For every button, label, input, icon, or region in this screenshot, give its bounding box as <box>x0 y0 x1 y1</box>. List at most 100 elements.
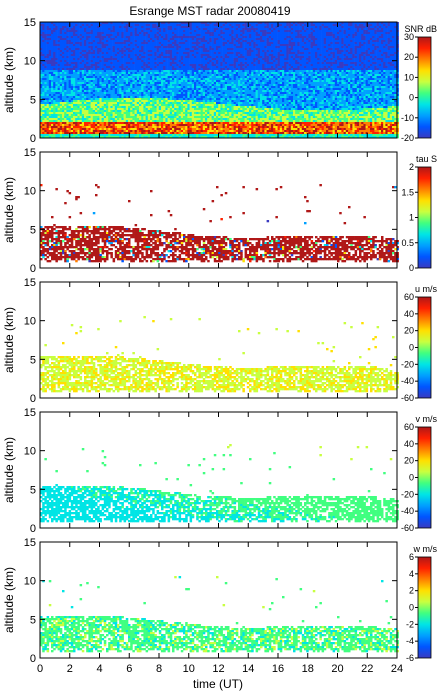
heatmap-cell <box>48 92 52 95</box>
heatmap-cell <box>106 132 109 135</box>
heatmap-cell <box>143 80 146 83</box>
heatmap-cell <box>156 72 160 75</box>
heatmap-cell <box>205 26 208 29</box>
heatmap-cell <box>42 106 45 109</box>
heatmap-cell <box>143 130 146 133</box>
heatmap-cell <box>119 102 122 105</box>
heatmap-cell <box>40 72 43 75</box>
heatmap-cell <box>40 96 43 99</box>
heatmap-cell <box>136 116 140 119</box>
heatmap-cell <box>77 118 80 121</box>
heatmap-cell <box>178 128 182 131</box>
heatmap-cell <box>64 70 67 73</box>
heatmap-cell <box>167 96 171 99</box>
heatmap-cell <box>86 94 89 97</box>
heatmap-cell <box>66 110 69 113</box>
heatmap-cell <box>99 92 102 95</box>
heatmap-cell <box>73 66 76 69</box>
heatmap-cell <box>128 40 131 43</box>
heatmap-cell <box>103 128 107 131</box>
heatmap-cell <box>90 134 94 137</box>
heatmap-cell <box>51 52 54 55</box>
heatmap-cell <box>128 60 131 63</box>
heatmap-cell <box>57 130 61 133</box>
heatmap-cell <box>191 72 195 75</box>
heatmap-cell <box>154 32 157 35</box>
heatmap-cell <box>84 28 87 31</box>
heatmap-cell <box>141 46 144 49</box>
heatmap-cell <box>110 68 113 71</box>
heatmap-cell <box>40 104 43 107</box>
heatmap-cell <box>44 32 47 35</box>
heatmap-cell <box>158 44 162 47</box>
heatmap-cell <box>178 88 182 91</box>
heatmap-cell <box>156 128 160 131</box>
heatmap-cell <box>205 64 208 67</box>
heatmap-cell <box>150 82 153 85</box>
heatmap-cell <box>213 134 217 137</box>
heatmap-cell <box>183 36 186 39</box>
heatmap-cell <box>95 98 98 101</box>
heatmap-cell <box>97 26 100 29</box>
heatmap-cell <box>84 42 87 45</box>
heatmap-cell <box>73 80 76 83</box>
heatmap-cell <box>143 96 146 99</box>
heatmap-cell <box>161 48 164 51</box>
heatmap-cell <box>180 100 184 103</box>
heatmap-cell <box>147 106 151 109</box>
heatmap-cell <box>55 34 58 37</box>
heatmap-cell <box>134 114 138 117</box>
heatmap-cell <box>185 30 188 33</box>
heatmap-cell <box>42 34 45 37</box>
heatmap-cell <box>174 90 177 93</box>
heatmap-cell <box>152 40 155 43</box>
heatmap-cell <box>101 30 105 33</box>
heatmap-cell <box>97 126 100 129</box>
heatmap-cell <box>189 72 193 75</box>
heatmap-cell <box>211 104 215 107</box>
heatmap-cell <box>59 100 63 103</box>
heatmap-cell <box>143 136 146 139</box>
heatmap-cell <box>150 124 153 127</box>
heatmap-cell <box>200 52 204 55</box>
heatmap-cell <box>114 54 118 57</box>
heatmap-cell <box>130 80 133 83</box>
heatmap-cell <box>158 126 162 129</box>
heatmap-cell <box>73 106 76 109</box>
heatmap-cell <box>227 44 230 47</box>
heatmap-cell <box>117 72 120 75</box>
heatmap-cell <box>121 28 124 31</box>
heatmap-cell <box>139 136 142 139</box>
heatmap-cell <box>189 90 193 93</box>
heatmap-cell <box>161 124 164 127</box>
heatmap-cell <box>200 120 204 123</box>
heatmap-cell <box>73 100 76 103</box>
heatmap-cell <box>139 124 142 127</box>
heatmap-cell <box>165 96 168 99</box>
heatmap-cell <box>86 60 89 63</box>
heatmap-cell <box>112 84 116 87</box>
heatmap-cell <box>156 76 160 79</box>
heatmap-cell <box>220 60 223 63</box>
heatmap-cell <box>108 126 111 129</box>
heatmap-cell <box>97 62 100 65</box>
heatmap-cell <box>161 110 164 113</box>
heatmap-cell <box>139 94 142 97</box>
heatmap-cell <box>114 102 118 105</box>
heatmap-cell <box>211 126 215 129</box>
heatmap-cell <box>59 30 63 33</box>
heatmap-cell <box>216 42 219 45</box>
heatmap-cell <box>205 90 208 93</box>
heatmap-cell <box>200 82 204 85</box>
heatmap-cell <box>167 54 171 57</box>
heatmap-cell <box>158 60 162 63</box>
heatmap-cell <box>123 124 127 127</box>
heatmap-cell <box>59 96 63 99</box>
heatmap-cell <box>136 30 140 33</box>
heatmap-cell <box>180 104 184 107</box>
heatmap-cell <box>202 78 206 81</box>
heatmap-cell <box>196 54 199 57</box>
heatmap-cell <box>84 124 87 127</box>
heatmap-cell <box>209 98 212 101</box>
heatmap-cell <box>95 112 98 115</box>
